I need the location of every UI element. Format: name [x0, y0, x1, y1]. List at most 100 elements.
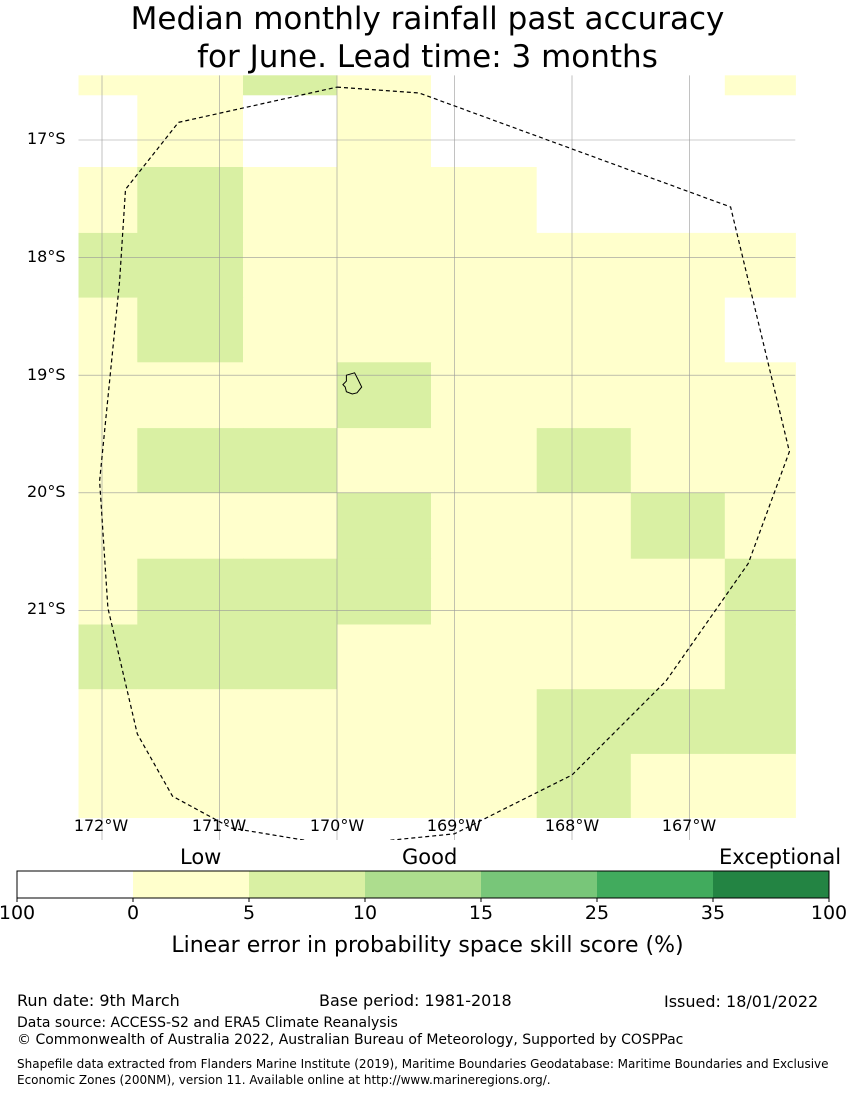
grid-cell [78, 624, 138, 690]
grid-cell [78, 558, 138, 626]
colorbar-segment [365, 871, 481, 898]
grid-cell [337, 232, 432, 299]
grid-cell [536, 297, 632, 363]
colorbar-segment [597, 871, 713, 898]
grid-cell [137, 167, 244, 234]
colorbar-segment [249, 871, 365, 898]
colorbar-tick-4: 15 [468, 902, 494, 924]
copyright: © Commonwealth of Australia 2022, Austra… [17, 1032, 684, 1048]
colorbar-tick-3: 10 [352, 902, 378, 924]
grid-cell [630, 558, 726, 626]
grid-cell [630, 95, 726, 168]
grid-cell [337, 428, 432, 494]
grid-cell [243, 297, 338, 363]
colorbar-segment [481, 871, 597, 898]
grid-cell [137, 95, 244, 168]
skill-map [78, 75, 796, 840]
grid-cell [536, 362, 632, 429]
lat-label-18s: 18°S [27, 247, 66, 266]
grid-cell [536, 624, 632, 690]
grid-cell [243, 428, 338, 494]
grid-cell [536, 75, 632, 96]
grid-cell [536, 492, 632, 560]
grid-cell [243, 753, 338, 818]
colorbar-tick-1: 0 [126, 902, 140, 924]
island-outline [342, 372, 363, 395]
grid-cell [536, 167, 632, 234]
grid-cell [337, 558, 432, 626]
grid-cell [243, 95, 338, 168]
grid-cell [536, 95, 632, 168]
grid-cell [431, 75, 538, 96]
grid-cell [137, 297, 244, 363]
title-line-1: Median monthly rainfall past accuracy [130, 1, 725, 37]
grid-cell [431, 753, 538, 818]
grid-cell [536, 558, 632, 626]
grid-cell [431, 689, 538, 755]
lat-label-19s: 19°S [27, 365, 66, 384]
grid-cell [243, 232, 338, 299]
colorbar [16, 870, 830, 902]
grid-cell [78, 689, 138, 755]
grid-cell [78, 428, 138, 494]
shapefile-note: Shapefile data extracted from Flanders M… [17, 1057, 829, 1087]
run-date: Run date: 9th March [17, 991, 180, 1010]
grid-cell [337, 297, 432, 363]
grid-cell [78, 167, 138, 234]
grid-cell [337, 167, 432, 234]
lat-label-20s: 20°S [27, 482, 66, 501]
grid-cell [337, 753, 432, 818]
colorbar-tick-2: 5 [242, 902, 256, 924]
grid-cell [78, 95, 138, 168]
grid-cell [630, 75, 726, 96]
grid-cell [243, 492, 338, 560]
grid-cell [337, 689, 432, 755]
grid-cell [630, 753, 726, 818]
issued-date: Issued: 18/01/2022 [664, 992, 819, 1011]
colorbar-title: Linear error in probability space skill … [171, 933, 684, 958]
grid-cell [431, 558, 538, 626]
grid-cell [630, 362, 726, 429]
data-source: Data source: ACCESS-S2 and ERA5 Climate … [17, 1015, 398, 1031]
grid-cell [243, 75, 338, 96]
grid-cell [137, 558, 244, 626]
grid-cell [724, 689, 796, 755]
grid-cell [78, 232, 138, 299]
grid-cell [630, 232, 726, 299]
grid-cell [243, 558, 338, 626]
grid-cell [337, 624, 432, 690]
colorbar-segment [133, 871, 249, 898]
grid-cell [431, 624, 538, 690]
grid-cell [724, 492, 796, 560]
grid-cell [243, 624, 338, 690]
grid-cell [431, 428, 538, 494]
colorbar-tick-0: 100 [0, 902, 36, 924]
lat-label-21s: 21°S [27, 599, 66, 618]
grid-cell [337, 95, 432, 168]
grid-cell [137, 75, 244, 96]
grid-cell [337, 75, 432, 96]
colorbar-tick-6: 35 [700, 902, 726, 924]
grid-cell [137, 624, 244, 690]
grid-cell [243, 167, 338, 234]
grid-cell [724, 624, 796, 690]
grid-cell [536, 232, 632, 299]
colorbar-tick-5: 25 [584, 902, 610, 924]
grid-cell [78, 297, 138, 363]
grid-cell [724, 95, 796, 168]
lon-label-170w: 170°W [309, 816, 365, 835]
grid-cell [630, 624, 726, 690]
legend-category-exceptional: Exceptional [719, 845, 842, 869]
grid-cell [724, 558, 796, 626]
grid-cell [78, 753, 138, 818]
grid-cell [137, 232, 244, 299]
grid-cell [431, 232, 538, 299]
grid-cell [536, 428, 632, 494]
lon-label-168w: 168°W [544, 816, 600, 835]
grid-cell [724, 232, 796, 299]
grid-cell [724, 428, 796, 494]
lon-label-171w: 171°W [191, 816, 247, 835]
grid-cell [724, 753, 796, 818]
lon-label-172w: 172°W [73, 816, 129, 835]
colorbar-border [16, 870, 830, 899]
